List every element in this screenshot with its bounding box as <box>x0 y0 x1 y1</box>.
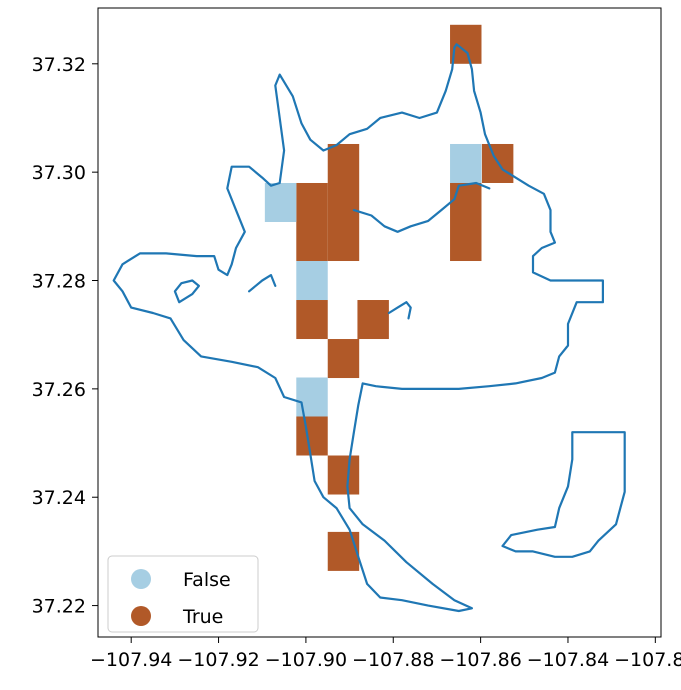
grid-cell-true-13 <box>357 300 389 340</box>
y-axis: 37.22 37.24 37.26 37.28 37.30 37.32 <box>32 54 98 618</box>
inner-loop-1 <box>173 279 200 304</box>
grid-cell-true-0 <box>450 24 482 64</box>
y-tick-label-3: 37.28 <box>32 271 86 293</box>
main-boundary <box>112 43 604 613</box>
y-tick-label-0: 37.22 <box>32 596 86 618</box>
grid-cell-true-12 <box>296 300 328 340</box>
plot-area <box>97 7 662 638</box>
inner-loop-3 <box>387 301 412 320</box>
x-tick-label-5: −107.84 <box>527 649 609 671</box>
legend: False True <box>107 555 259 633</box>
grid-cell-false-1 <box>450 143 482 183</box>
grid-cell-true-3 <box>450 182 482 223</box>
x-tick-label-3: −107.88 <box>352 649 434 671</box>
y-tick-label-5: 37.32 <box>32 54 86 76</box>
grid-cell-true-14 <box>327 339 360 379</box>
grid-cell-true-18 <box>327 531 360 571</box>
y-tick-label-2: 37.26 <box>32 379 86 401</box>
x-axis: −107.94 −107.92 −107.90 −107.88 −107.86 −107.… <box>90 637 681 671</box>
east-parcel <box>501 431 626 558</box>
x-tick-label-1: −107.92 <box>177 649 259 671</box>
x-tick-label-0: −107.94 <box>90 649 172 671</box>
axes-frame <box>97 7 662 638</box>
x-tick-label-6: −107.82 <box>614 649 681 671</box>
y-tick-label-4: 37.30 <box>32 162 86 184</box>
legend-marker-true <box>131 606 151 626</box>
x-tick-label-4: −107.86 <box>439 649 521 671</box>
grid-cell-true-8 <box>296 182 328 223</box>
grid-cell-true-4 <box>450 222 482 262</box>
grid-cell-false-15 <box>296 377 328 417</box>
grid-cell-false-10 <box>264 182 297 223</box>
grid-cell-true-7 <box>327 222 360 262</box>
boundary-layer <box>112 43 626 613</box>
legend-marker-false <box>131 569 151 589</box>
legend-label-true: True <box>182 606 223 628</box>
inner-loop-2 <box>352 181 491 233</box>
grid-cell-true-17 <box>327 455 360 495</box>
legend-label-false: False <box>183 569 231 591</box>
grid-cell-true-6 <box>327 182 360 223</box>
grid-cells-layer <box>264 24 514 571</box>
grid-cell-true-16 <box>296 416 328 456</box>
grid-cell-true-9 <box>296 222 328 262</box>
inner-loop-4 <box>248 274 277 293</box>
grid-cell-true-5 <box>327 143 360 183</box>
y-tick-label-1: 37.24 <box>32 487 86 509</box>
grid-cell-false-11 <box>296 261 328 301</box>
x-tick-label-2: −107.90 <box>265 649 347 671</box>
